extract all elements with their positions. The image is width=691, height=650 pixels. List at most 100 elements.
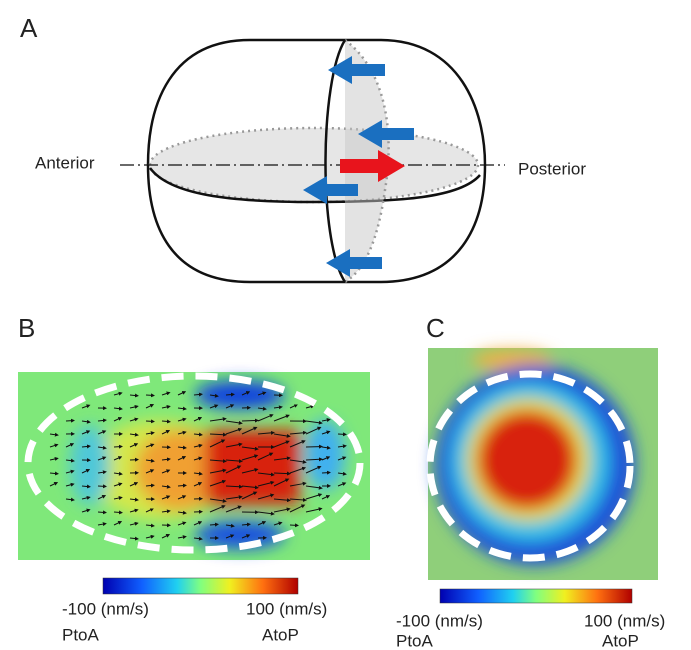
vector <box>145 443 155 448</box>
vector <box>289 481 307 487</box>
vector <box>81 444 91 449</box>
vector <box>289 404 299 409</box>
vector <box>209 468 227 474</box>
vector <box>177 456 187 461</box>
panel-a: A Anterior Posterior <box>20 13 586 284</box>
vector <box>209 479 227 487</box>
vector <box>337 444 347 449</box>
panel-label: A <box>20 13 38 43</box>
vector <box>161 419 171 424</box>
vector <box>289 466 307 474</box>
vector <box>129 443 139 448</box>
vector <box>321 445 331 450</box>
vector <box>273 405 283 410</box>
vector <box>225 505 242 513</box>
vector <box>225 442 243 448</box>
vector <box>49 456 59 461</box>
vector <box>161 495 171 500</box>
vector <box>161 457 171 462</box>
colorbar-max-direction: AtoP <box>602 631 639 650</box>
posterior-label: Posterior <box>518 159 586 178</box>
vector <box>49 471 59 476</box>
vector <box>305 457 323 462</box>
vector <box>193 482 203 487</box>
vector <box>145 404 155 409</box>
embryo-outline <box>24 372 364 554</box>
vector <box>161 534 171 539</box>
vector <box>209 432 227 437</box>
vector <box>241 418 259 423</box>
colorbar-max-direction: AtoP <box>262 625 299 644</box>
vector <box>273 507 291 513</box>
posterior-arrow <box>340 150 405 182</box>
vector <box>305 485 323 490</box>
vector <box>337 471 347 476</box>
vector <box>241 446 259 451</box>
panel-label: C <box>426 313 445 343</box>
vector <box>273 433 291 438</box>
vector <box>161 484 171 489</box>
embryo-outline <box>426 370 634 562</box>
vector <box>81 469 91 474</box>
vector <box>257 430 275 435</box>
vector <box>289 504 306 513</box>
vector <box>241 391 251 396</box>
vector <box>177 495 187 500</box>
vector <box>177 406 187 411</box>
vector <box>113 391 123 396</box>
vector <box>209 404 219 409</box>
vector <box>113 496 123 500</box>
vector <box>241 485 259 490</box>
vector <box>289 459 307 464</box>
vector <box>193 392 203 397</box>
colorbar-max: 100 (nm/s) <box>246 599 327 618</box>
vector <box>129 482 139 487</box>
colorbar-min-direction: PtoA <box>62 625 100 644</box>
vector <box>177 535 187 540</box>
vector <box>273 440 290 448</box>
vector <box>209 393 219 398</box>
vector <box>97 495 107 500</box>
vector <box>145 469 155 474</box>
vector <box>225 427 243 435</box>
vector <box>321 430 331 435</box>
vector <box>161 430 171 435</box>
vector <box>273 456 291 461</box>
vector <box>289 430 307 435</box>
vector <box>209 505 226 513</box>
vector <box>177 510 187 515</box>
vector <box>81 419 91 424</box>
vector <box>193 471 203 476</box>
vector <box>129 417 139 422</box>
vector <box>65 458 75 463</box>
vector <box>257 391 267 396</box>
vector <box>225 534 235 539</box>
vector <box>257 480 275 487</box>
vector <box>49 482 59 487</box>
vector <box>129 432 139 437</box>
vector <box>225 420 243 425</box>
vector <box>193 417 203 422</box>
vector <box>241 491 258 500</box>
vector <box>209 498 227 503</box>
vector <box>321 456 331 461</box>
vector <box>49 432 59 437</box>
vector <box>97 430 107 435</box>
colorbar-min: -100 (nm/s) <box>396 611 483 630</box>
vector <box>257 406 267 411</box>
vector <box>129 393 139 398</box>
vector <box>193 443 203 448</box>
velocity-vectors <box>49 391 347 541</box>
vector <box>257 472 275 477</box>
vector <box>145 483 155 488</box>
panel-c: C -100 (nm/s) 100 (nm/s) PtoA AtoP <box>396 313 665 650</box>
vector <box>177 445 187 450</box>
vector <box>193 432 203 437</box>
vector <box>177 417 187 422</box>
vector <box>97 456 107 461</box>
vector <box>305 493 323 500</box>
vector <box>81 508 91 513</box>
vector <box>321 418 331 422</box>
vector <box>177 483 187 488</box>
